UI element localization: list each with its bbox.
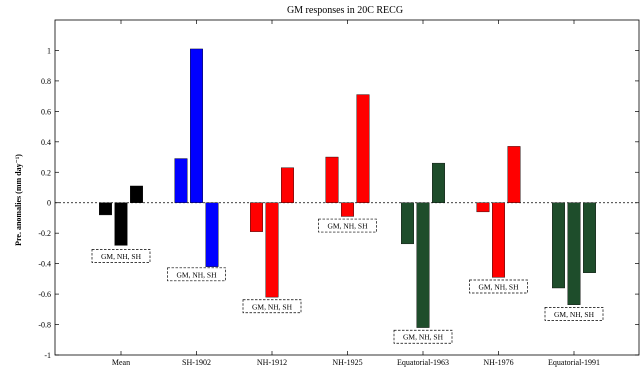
- annotation-box: [544, 307, 604, 321]
- y-tick-label: 0.4: [41, 138, 51, 147]
- bar-gm: [250, 202, 263, 232]
- x-tick-label: Equatorial-1963: [397, 358, 449, 367]
- bar-sh: [432, 162, 445, 203]
- x-tick-label: NH-1976: [483, 358, 513, 367]
- bar-gm: [325, 156, 339, 203]
- x-tick-label: NH-1925: [332, 358, 362, 367]
- annotation-label: GM, NH, SH: [101, 252, 142, 261]
- bar-sh: [583, 202, 596, 273]
- y-tick-label: -0.6: [38, 290, 51, 299]
- y-tick-label: -0.2: [38, 229, 51, 238]
- bar-gm: [552, 202, 565, 289]
- y-tick-label: 0.8: [41, 77, 51, 86]
- x-tick-label: NH-1912: [257, 358, 287, 367]
- annotation-label: GM, NH, SH: [554, 310, 595, 319]
- annotation-box: [318, 218, 377, 233]
- bar-sh: [356, 94, 370, 203]
- annotation-box: [167, 267, 226, 282]
- plot-frame: [54, 19, 640, 356]
- bar-sh: [130, 185, 143, 203]
- bar-nh: [341, 202, 354, 217]
- bar-sh: [205, 202, 219, 267]
- annotation-label: GM, NH, SH: [403, 333, 444, 342]
- bar-sh: [281, 167, 294, 203]
- y-tick-label: 0.6: [41, 107, 51, 116]
- bar-nh: [492, 202, 505, 278]
- bar-gm: [401, 202, 414, 245]
- annotation-label: GM, NH, SH: [252, 302, 293, 311]
- plot-area: -1 -0.8 -0.6 -0.4 -0.2 0 0.2 0.4 0.6 0.8 1 Mean GM, …: [38, 19, 640, 367]
- annotation-label: GM, NH, SH: [327, 222, 368, 231]
- bar-gm: [174, 158, 188, 203]
- y-tick-label: 1: [47, 46, 51, 55]
- bar-nh: [567, 202, 581, 305]
- bar-nh: [265, 202, 279, 298]
- annotation-box: [469, 279, 528, 294]
- y-tick-label: 0.2: [41, 168, 51, 177]
- bar-nh: [416, 202, 430, 328]
- y-tick-label: -0.4: [38, 260, 51, 269]
- annotation-box: [242, 299, 302, 314]
- bar-nh: [114, 202, 128, 246]
- annotation-box: [393, 329, 453, 344]
- annotation-box: [91, 249, 151, 263]
- y-axis-label: Pre. anomalies (mm day⁻¹): [14, 154, 23, 246]
- y-tick-label: -0.8: [38, 321, 51, 330]
- bar-nh: [190, 48, 203, 203]
- annotation-label: GM, NH, SH: [176, 270, 217, 279]
- bar-sh: [507, 146, 521, 203]
- y-tick-label: -1: [44, 351, 51, 360]
- y-tick-label: 0: [47, 199, 51, 208]
- x-tick-label: SH-1902: [182, 358, 211, 367]
- x-tick-label: Equatorial-1991: [548, 358, 600, 367]
- annotation-label: GM, NH, SH: [478, 282, 519, 291]
- x-tick-label: Mean: [112, 358, 130, 367]
- chart-title: GM responses in 20C RECG: [287, 5, 403, 16]
- bar-gm: [99, 202, 112, 216]
- bar-gm: [476, 202, 490, 213]
